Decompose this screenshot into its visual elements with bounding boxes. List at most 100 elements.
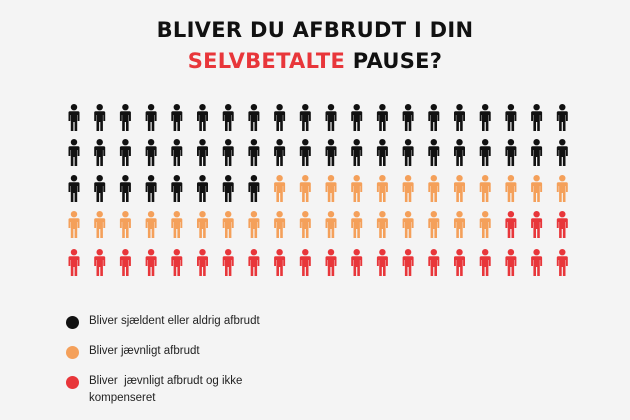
person-icon — [326, 211, 337, 238]
person-icon — [557, 139, 568, 166]
person-icon — [557, 211, 568, 238]
person-icon — [171, 211, 182, 238]
person-icon — [454, 175, 465, 202]
person-icon — [403, 211, 414, 238]
legend-dot-regularly — [66, 346, 79, 359]
person-icon — [531, 211, 542, 238]
person-icon — [326, 175, 337, 202]
person-icon — [94, 175, 105, 202]
person-icon — [377, 104, 388, 131]
person-icon — [223, 249, 234, 276]
person-icon — [351, 211, 362, 238]
person-icon — [94, 211, 105, 238]
person-icon — [505, 139, 516, 166]
person-icon — [557, 104, 568, 131]
person-icon — [223, 175, 234, 202]
person-icon — [171, 249, 182, 276]
person-icon — [223, 139, 234, 166]
person-icon — [377, 211, 388, 238]
person-icon — [480, 211, 491, 238]
person-icon — [326, 249, 337, 276]
person-icon — [480, 249, 491, 276]
person-icon — [197, 104, 208, 131]
person-icon — [505, 249, 516, 276]
legend-item-regularly: Bliver jævnligt afbrudt — [66, 343, 299, 360]
person-icon — [171, 139, 182, 166]
person-icon — [505, 211, 516, 238]
person-icon — [531, 175, 542, 202]
person-icon — [403, 175, 414, 202]
person-icon — [248, 249, 259, 276]
person-icon — [146, 104, 157, 131]
person-icon — [300, 249, 311, 276]
person-icon — [94, 104, 105, 131]
person-icon — [300, 139, 311, 166]
person-icon — [326, 104, 337, 131]
person-icon — [94, 139, 105, 166]
person-icon — [274, 175, 285, 202]
person-icon — [120, 175, 131, 202]
person-icon — [531, 139, 542, 166]
person-icon — [351, 175, 362, 202]
legend-item-rarely: Bliver sjældent eller aldrig afbrudt — [66, 313, 299, 330]
person-icon — [248, 175, 259, 202]
person-icon — [300, 211, 311, 238]
legend-label-rarely: Bliver sjældent eller aldrig afbrudt — [89, 313, 299, 330]
person-icon — [454, 211, 465, 238]
person-icon — [428, 104, 439, 131]
person-icon — [480, 139, 491, 166]
legend-dot-not-compensated — [66, 376, 79, 389]
person-icon — [454, 249, 465, 276]
person-icon — [120, 249, 131, 276]
pictograph-grid — [0, 0, 630, 300]
person-icon — [274, 139, 285, 166]
person-icon — [69, 175, 80, 202]
person-icon — [403, 139, 414, 166]
legend-dot-rarely — [66, 316, 79, 329]
person-icon — [146, 139, 157, 166]
person-icon — [69, 104, 80, 131]
person-icon — [505, 175, 516, 202]
person-icon — [454, 139, 465, 166]
person-icon — [531, 249, 542, 276]
person-icon — [377, 139, 388, 166]
person-icon — [248, 139, 259, 166]
person-icon — [428, 175, 439, 202]
person-icon — [505, 104, 516, 131]
person-icon — [326, 139, 337, 166]
legend-label-regularly: Bliver jævnligt afbrudt — [89, 343, 299, 360]
person-icon — [403, 104, 414, 131]
person-icon — [274, 249, 285, 276]
person-icon — [223, 211, 234, 238]
person-icon — [377, 249, 388, 276]
person-icon — [300, 175, 311, 202]
person-icon — [146, 175, 157, 202]
person-icon — [454, 104, 465, 131]
person-icon — [197, 175, 208, 202]
person-icon — [557, 249, 568, 276]
person-icon — [377, 175, 388, 202]
person-icon — [274, 104, 285, 131]
legend-item-not-compensated: Bliver jævnligt afbrudt og ikke kompense… — [66, 373, 299, 407]
person-icon — [300, 104, 311, 131]
person-icon — [146, 249, 157, 276]
person-icon — [351, 104, 362, 131]
person-icon — [197, 211, 208, 238]
person-icon — [171, 175, 182, 202]
person-icon — [120, 139, 131, 166]
person-icon — [480, 175, 491, 202]
person-icon — [69, 249, 80, 276]
person-icon — [248, 104, 259, 131]
person-icon — [428, 249, 439, 276]
person-icon — [428, 139, 439, 166]
person-icon — [557, 175, 568, 202]
person-icon — [480, 104, 491, 131]
legend-label-not-compensated: Bliver jævnligt afbrudt og ikke kompense… — [89, 373, 299, 407]
person-icon — [120, 104, 131, 131]
person-icon — [248, 211, 259, 238]
person-icon — [94, 249, 105, 276]
person-icon — [69, 139, 80, 166]
person-icon — [274, 211, 285, 238]
person-icon — [197, 139, 208, 166]
person-icon — [120, 211, 131, 238]
